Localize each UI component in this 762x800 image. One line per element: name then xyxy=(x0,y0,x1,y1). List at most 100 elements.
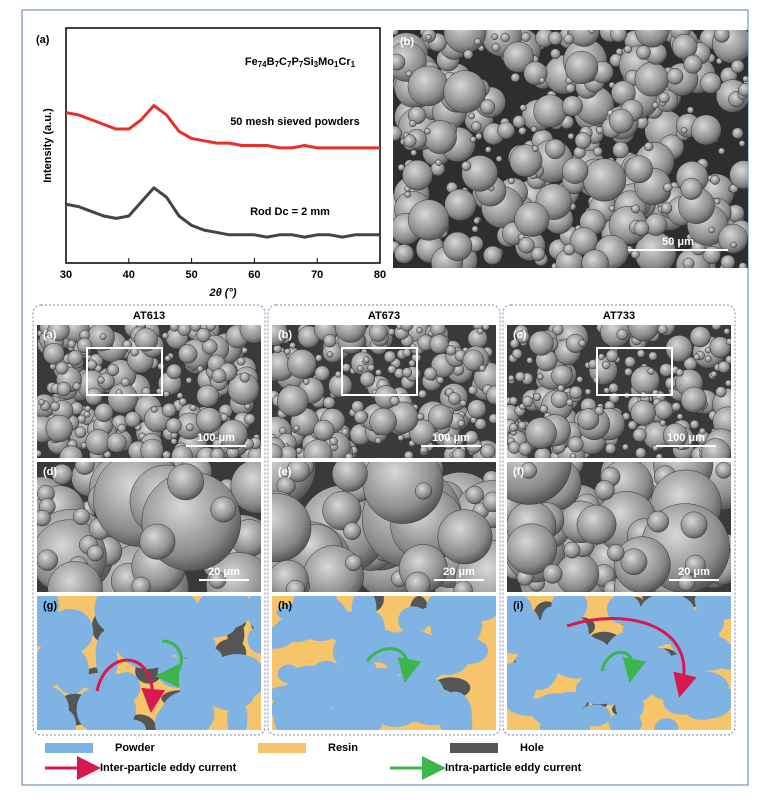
powder xyxy=(579,704,611,727)
powder xyxy=(37,700,59,730)
particle xyxy=(502,41,535,73)
particle xyxy=(285,579,306,592)
particle xyxy=(45,414,73,443)
powder xyxy=(286,705,335,730)
particle xyxy=(714,30,730,43)
particle xyxy=(334,370,342,378)
particle xyxy=(151,406,158,413)
particle xyxy=(474,38,482,46)
legend-label: Powder xyxy=(115,742,155,754)
particle xyxy=(517,421,527,430)
particle xyxy=(47,561,103,592)
particle xyxy=(468,385,478,395)
particle xyxy=(383,350,397,363)
particle xyxy=(479,99,496,115)
panel-label: (e) xyxy=(278,466,292,478)
particle xyxy=(689,419,700,430)
particle xyxy=(272,559,309,592)
eddy-arrow xyxy=(155,639,183,688)
particle xyxy=(272,325,288,347)
particle xyxy=(86,359,98,370)
sem-image xyxy=(393,30,748,268)
particle xyxy=(738,82,748,97)
particle xyxy=(627,420,638,431)
particle xyxy=(675,368,684,377)
schematic xyxy=(507,596,731,730)
zoom-box xyxy=(86,347,163,396)
zoom-box xyxy=(341,347,418,396)
panel-label: (h) xyxy=(278,600,292,612)
scale-label: 100 μm xyxy=(197,432,235,444)
particle xyxy=(435,159,442,167)
legend-swatch xyxy=(258,743,306,753)
particle xyxy=(37,549,59,571)
particle xyxy=(162,450,171,458)
scale-label: 50 μm xyxy=(662,236,694,248)
powder xyxy=(507,609,543,655)
x-tick-label: 70 xyxy=(311,269,323,281)
particle xyxy=(393,53,406,71)
particle xyxy=(509,396,518,406)
particle xyxy=(409,343,417,351)
particle xyxy=(185,377,193,384)
x-tick-label: 50 xyxy=(185,269,197,281)
particle xyxy=(117,423,127,433)
particle xyxy=(569,453,577,458)
particle xyxy=(176,392,184,399)
particle xyxy=(326,351,334,358)
particle xyxy=(660,202,673,214)
particle xyxy=(196,327,211,343)
particle xyxy=(185,423,194,432)
particle xyxy=(341,363,351,373)
particle xyxy=(389,395,400,406)
x-axis-label: 2θ (°) xyxy=(208,287,236,299)
particle xyxy=(729,160,748,190)
panel-label: (b) xyxy=(400,36,414,48)
particle xyxy=(508,374,515,382)
particle xyxy=(511,348,523,360)
particle xyxy=(738,262,748,268)
particle xyxy=(509,338,520,349)
particle xyxy=(83,411,91,418)
column-title: AT613 xyxy=(133,310,165,322)
scale-label: 20 μm xyxy=(678,566,710,578)
particle xyxy=(393,30,399,36)
particle xyxy=(236,356,246,366)
particle xyxy=(99,333,107,340)
particle xyxy=(576,504,617,545)
particle xyxy=(84,405,91,412)
particle xyxy=(76,337,93,354)
particle xyxy=(567,30,600,47)
particle xyxy=(520,32,531,42)
particle xyxy=(423,366,438,381)
legend-swatch xyxy=(450,743,498,753)
particle xyxy=(659,363,673,377)
particle xyxy=(211,368,227,384)
powder xyxy=(686,690,731,719)
particle xyxy=(139,523,176,560)
particle xyxy=(369,407,397,436)
sem-image xyxy=(272,462,496,592)
particle xyxy=(574,132,592,149)
particle xyxy=(471,225,479,233)
particle xyxy=(708,226,715,234)
particle xyxy=(443,231,473,262)
particle xyxy=(725,338,731,346)
particle xyxy=(623,45,633,54)
particle xyxy=(578,339,586,347)
particle xyxy=(302,378,310,385)
particle xyxy=(682,257,695,268)
particle xyxy=(178,344,198,364)
particle xyxy=(210,447,225,458)
particle xyxy=(671,33,698,60)
particle xyxy=(483,245,503,265)
particle xyxy=(427,404,454,430)
particle xyxy=(467,399,487,419)
powder xyxy=(77,672,132,691)
powder xyxy=(626,622,676,648)
particle xyxy=(699,427,706,435)
particle xyxy=(461,160,472,171)
particle xyxy=(465,485,484,505)
particle xyxy=(519,104,527,112)
particle xyxy=(563,243,576,256)
